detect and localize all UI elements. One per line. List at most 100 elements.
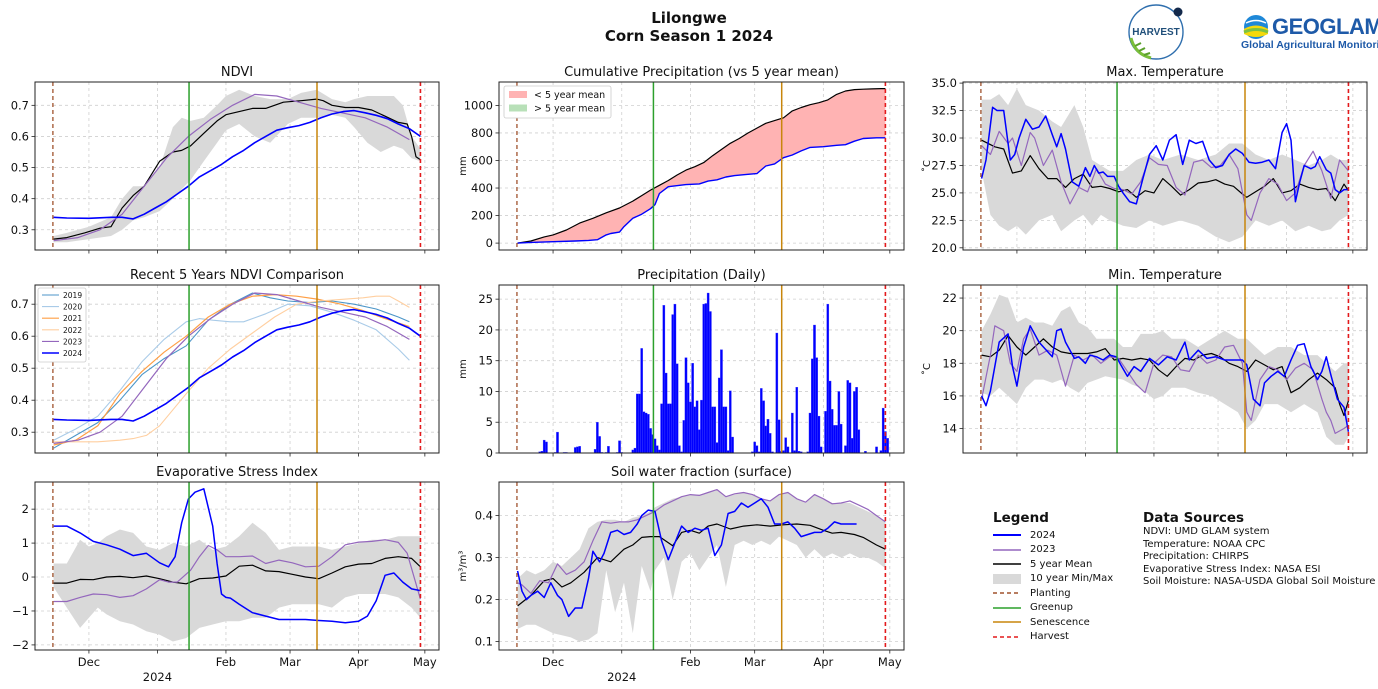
precip-bar — [556, 431, 559, 453]
series-2024 — [53, 488, 421, 624]
chart-tmax: Max. Temperature 20.0 22.5 25.0 27.5 30.0 32.5… — [921, 65, 1368, 255]
precip-bar — [649, 428, 652, 453]
precip-bar — [808, 412, 812, 453]
inner-legend: 2019 2020 2021 2022 2023 2024 — [37, 287, 87, 363]
legend-item-label: 10 year Min/Max — [1030, 573, 1114, 585]
precip-bar — [578, 446, 581, 453]
precip-bar — [857, 429, 861, 453]
y-tick-label: 14 — [942, 422, 957, 436]
precip-bar — [911, 452, 913, 453]
y-tick-label: 0 — [486, 446, 493, 460]
precip-bar — [764, 425, 768, 453]
x-tick-label: Apr — [813, 655, 833, 669]
precip-bar — [682, 420, 686, 453]
legend-item-greenup: Greenup — [993, 601, 1113, 616]
y-tick-label: 18 — [942, 356, 957, 370]
precip-bar — [720, 349, 723, 453]
precip-bar — [791, 412, 794, 453]
chart-title: Soil water fraction (surface) — [611, 465, 792, 480]
figure-title: Lilongwe Corn Season 1 2024 — [0, 9, 1378, 45]
precip-bar — [813, 324, 816, 453]
precip-bar — [678, 445, 681, 453]
figure-title-location: Lilongwe — [651, 9, 727, 27]
precip-bar — [848, 382, 852, 453]
data-source-line: Soil Moisture: NASA-USDA Global Soil Moi… — [1143, 576, 1376, 587]
precip-bar — [915, 452, 917, 453]
series-2022 — [53, 295, 410, 443]
precip-bar — [722, 406, 725, 453]
y-tick-label: 16 — [942, 389, 957, 403]
y-tick-label: 22 — [942, 291, 957, 305]
precip-bar — [702, 303, 705, 453]
precip-bar — [768, 433, 772, 453]
series-5-year-mean — [53, 98, 421, 240]
x-tick-label: May — [413, 655, 437, 669]
y-tick-label: 1 — [22, 536, 29, 550]
precip-bar — [933, 425, 935, 453]
axes-frame — [34, 81, 440, 251]
precip-bar — [886, 438, 889, 453]
axes-frame — [34, 284, 440, 454]
precip-bar — [833, 425, 836, 453]
inner-legend-swatch — [509, 91, 527, 98]
series-2024 — [517, 137, 886, 244]
precip-bar — [664, 372, 668, 453]
precip-bar — [724, 406, 728, 453]
legend-item-harvest: Harvest — [993, 630, 1113, 645]
precip-bar — [826, 303, 830, 453]
legend-item-5-year-mean: 5 year Mean — [993, 557, 1113, 572]
legend-item-label: Planting — [1030, 587, 1071, 599]
y-tick-label: 20 — [942, 324, 957, 338]
x-tick-label: Dec — [78, 655, 100, 669]
chart-esi: Evaporative Stress Index −2 −1 0 1 2 Dec Feb Mar… — [12, 465, 440, 684]
minmax-band — [981, 294, 1349, 445]
legend-title: Legend — [993, 510, 1049, 526]
precip-bar — [853, 391, 856, 453]
precip-bar — [607, 446, 610, 453]
series-2023 — [517, 489, 886, 594]
precip-bar — [635, 393, 639, 453]
series-5-year-mean — [517, 88, 886, 244]
plot-area — [53, 488, 421, 642]
y-tick-label: 5 — [486, 415, 493, 429]
precip-bar — [929, 408, 931, 453]
y-tick-label: 800 — [471, 126, 493, 140]
axes-frame — [962, 81, 1368, 251]
chart-dailyprecip: Precipitation (Daily) 0 5 10 15 20 25 mm — [458, 268, 935, 460]
precip-bar — [667, 403, 670, 453]
harvest-logo-text: HARVEST — [1132, 27, 1180, 38]
series-2024 — [980, 106, 1349, 205]
series-2023 — [981, 130, 1349, 221]
precip-bar — [669, 403, 672, 453]
data-source-line: Precipitation: CHIRPS — [1143, 551, 1249, 562]
plot-area — [499, 292, 935, 453]
axes-frame — [962, 284, 1368, 454]
precip-bar — [755, 445, 759, 453]
y-tick-label: 200 — [471, 209, 493, 223]
precip-bar — [638, 393, 641, 453]
precip-bar — [839, 423, 843, 453]
precip-bar — [760, 388, 763, 453]
chart-ndvi5: Recent 5 Years NDVI Comparison 0.3 0.4 0.5 0… — [11, 268, 440, 457]
series-2023 — [981, 325, 1349, 434]
precip-bar — [846, 380, 849, 453]
y-tick-label: 2 — [22, 502, 29, 516]
precip-bar — [715, 442, 719, 453]
legend-swatch-icon — [993, 603, 1021, 613]
y-tick-label: 10 — [478, 384, 493, 398]
figure-title-season: Corn Season 1 2024 — [604, 27, 774, 45]
precip-bar — [618, 440, 621, 453]
legend-swatch-icon — [993, 545, 1021, 555]
y-tick-label: 0.3 — [11, 425, 29, 439]
precip-bar — [662, 305, 666, 453]
legend-item-2024: 2024 — [993, 528, 1113, 543]
precip-bar — [698, 429, 701, 453]
inner-legend-label: 2019 — [63, 291, 82, 300]
x-tick-label: Apr — [349, 655, 369, 669]
precip-bar — [766, 418, 770, 453]
y-axis-label: mm — [458, 359, 469, 378]
inner-legend-swatch — [509, 104, 527, 112]
minmax-band — [53, 89, 421, 243]
precip-bar — [784, 437, 787, 453]
precip-bar — [811, 358, 814, 453]
